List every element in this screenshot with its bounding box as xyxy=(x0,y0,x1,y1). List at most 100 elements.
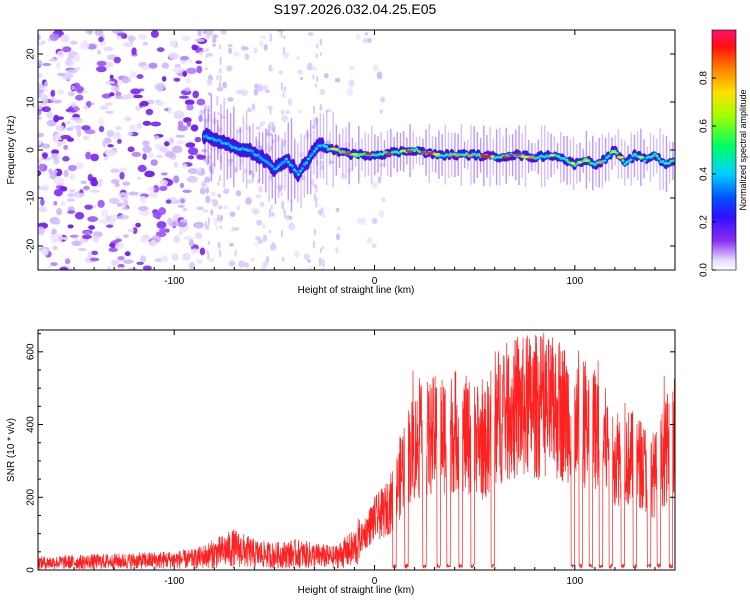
noise-blob xyxy=(27,177,34,182)
band-crest xyxy=(304,161,309,165)
band-hotspot xyxy=(345,152,352,155)
band-crest xyxy=(310,152,315,156)
band-hotspot xyxy=(448,154,453,157)
noise-blob xyxy=(286,216,290,222)
band-crest xyxy=(380,152,385,156)
noise-blob xyxy=(122,181,131,186)
noise-blob xyxy=(207,92,211,96)
noise-blob xyxy=(148,240,158,248)
snr-panel: -100 0 100 0 200 400 600 Height of straight li… xyxy=(6,329,676,596)
noise-blob xyxy=(235,190,242,197)
noise-streak xyxy=(316,76,319,82)
noise-blob xyxy=(30,161,35,165)
noise-blob xyxy=(231,226,235,232)
noise-blob xyxy=(68,125,76,129)
noise-blob xyxy=(38,72,43,78)
noise-blob xyxy=(46,264,52,268)
noise-blob xyxy=(262,84,268,92)
noise-blob xyxy=(180,198,185,204)
noise-streak xyxy=(283,86,286,92)
spectrogram-xlabel: Height of straight line (km) xyxy=(298,285,415,296)
band-hotspot xyxy=(432,152,441,156)
noise-blob xyxy=(69,234,79,238)
noise-blob xyxy=(26,206,35,212)
noise-blob xyxy=(371,181,378,189)
noise-blob xyxy=(228,260,236,267)
noise-blob xyxy=(142,41,149,46)
band-crest xyxy=(465,152,469,156)
noise-blob xyxy=(287,97,293,106)
noise-blob xyxy=(51,228,57,235)
noise-blob xyxy=(190,124,199,132)
noise-blob xyxy=(121,94,131,100)
noise-blob xyxy=(105,149,117,157)
band-crest xyxy=(565,158,569,162)
noise-streak xyxy=(281,230,284,237)
noise-streak xyxy=(321,207,324,214)
noise-blob xyxy=(195,60,203,64)
noise-blob xyxy=(182,163,188,169)
noise-blob xyxy=(254,236,261,241)
noise-blob xyxy=(263,44,268,51)
noise-blob xyxy=(155,231,167,238)
noise-streak xyxy=(205,53,208,59)
band-crest xyxy=(302,163,307,166)
noise-blob xyxy=(27,38,31,45)
noise-blob xyxy=(31,115,37,118)
noise-blob xyxy=(196,258,204,265)
noise-streak xyxy=(218,82,221,90)
noise-streak xyxy=(314,84,317,88)
noise-blob xyxy=(64,58,74,67)
y-tick-label: 600 xyxy=(26,343,37,360)
noise-blob xyxy=(196,65,203,74)
noise-streak xyxy=(282,139,285,148)
noise-blob xyxy=(72,54,81,62)
noise-blob xyxy=(153,135,160,140)
noise-blob xyxy=(50,89,56,97)
noise-blob xyxy=(140,65,150,71)
noise-streak xyxy=(315,184,318,193)
noise-blob xyxy=(271,125,276,133)
noise-blob xyxy=(38,139,43,146)
noise-blob xyxy=(159,186,168,191)
band-crest xyxy=(629,158,633,162)
noise-streak xyxy=(206,250,209,255)
band-crest xyxy=(218,139,222,143)
noise-blob xyxy=(28,110,35,115)
band-hotspot xyxy=(480,154,491,158)
noise-blob xyxy=(67,192,75,198)
noise-blob xyxy=(323,72,329,79)
band-hotspot xyxy=(405,150,413,153)
noise-blob xyxy=(159,228,170,232)
noise-blob xyxy=(90,153,99,162)
noise-streak xyxy=(206,158,209,166)
noise-blob xyxy=(38,222,41,226)
noise-blob xyxy=(147,152,155,159)
noise-blob xyxy=(206,30,213,36)
noise-blob xyxy=(131,47,137,55)
colorbar-gradient xyxy=(712,30,736,270)
noise-blob xyxy=(77,247,87,252)
x-tick-label: 0 xyxy=(372,276,378,287)
noise-blob xyxy=(182,207,188,212)
noise-streak xyxy=(207,241,210,245)
noise-blob xyxy=(199,187,206,195)
noise-blob xyxy=(96,66,107,73)
noise-blob xyxy=(73,107,80,112)
noise-streak xyxy=(282,256,285,262)
noise-blob xyxy=(80,180,87,184)
band-crest xyxy=(204,134,208,138)
noise-blob xyxy=(199,247,206,256)
band-crest xyxy=(651,154,655,158)
noise-blob xyxy=(52,245,58,251)
noise-blob xyxy=(98,36,104,43)
noise-streak xyxy=(283,208,286,212)
noise-blob xyxy=(335,207,340,212)
noise-blob xyxy=(90,178,99,187)
noise-streak xyxy=(322,259,325,268)
noise-streak xyxy=(280,192,283,196)
noise-streak xyxy=(270,145,273,150)
noise-blob xyxy=(53,114,60,123)
noise-blob xyxy=(70,40,78,45)
